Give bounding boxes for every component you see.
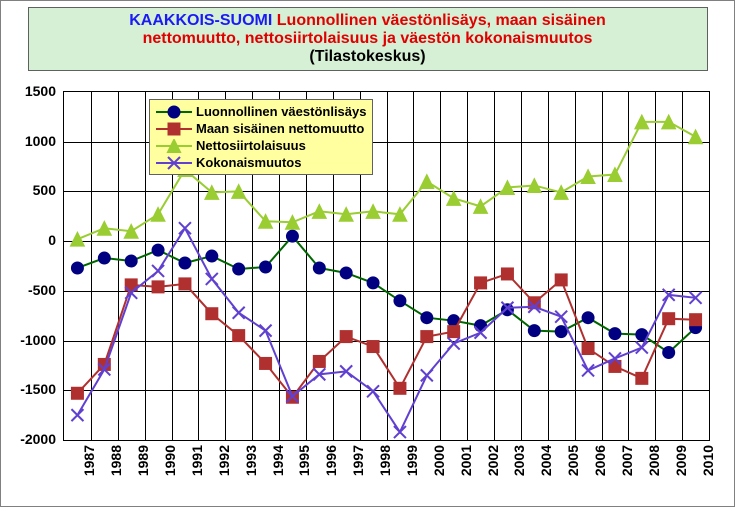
x-tick-label: 1997 (350, 445, 366, 505)
legend-label: Kokonaismuutos (196, 155, 301, 170)
legend-label: Luonnollinen väestönlisäys (196, 104, 366, 119)
x-tick-label: 2004 (538, 445, 554, 505)
legend-swatch (156, 156, 192, 170)
x-tick-label: 2008 (646, 445, 662, 505)
y-tick-label: 1000 (1, 133, 56, 149)
x-tick-label: 1989 (135, 445, 151, 505)
x-tick-label: 2000 (431, 445, 447, 505)
x-tick-label: 1994 (270, 445, 286, 505)
title-line-2: nettomuutto, nettosiirtolaisuus ja väest… (35, 30, 701, 48)
title-line-3: (Tilastokeskus) (35, 48, 701, 66)
legend-item: Luonnollinen väestönlisäys (156, 103, 366, 120)
x-tick-label: 1992 (216, 445, 232, 505)
x-tick-label: 2010 (700, 445, 716, 505)
x-tick-label: 2003 (511, 445, 527, 505)
legend-swatch (156, 139, 192, 153)
y-tick-label: 0 (1, 232, 56, 248)
x-tick-label: 1995 (296, 445, 312, 505)
y-tick-label: -1000 (1, 332, 56, 348)
legend: Luonnollinen väestönlisäys Maan sisäinen … (149, 99, 373, 175)
title-rest-1: Luonnollinen väestönlisäys, maan sisäine… (272, 12, 605, 29)
title-region: KAAKKOIS-SUOMI (129, 12, 272, 29)
legend-item: Kokonaismuutos (156, 154, 366, 171)
x-tick-label: 1993 (243, 445, 259, 505)
x-tick-label: 2002 (485, 445, 501, 505)
x-tick-label: 2009 (673, 445, 689, 505)
x-tick-label: 1996 (323, 445, 339, 505)
legend-swatch (156, 105, 192, 119)
x-tick-label: 2006 (592, 445, 608, 505)
y-tick-label: 1500 (1, 83, 56, 99)
legend-label: Maan sisäinen nettomuutto (196, 121, 364, 136)
x-tick-label: 2005 (565, 445, 581, 505)
x-tick-label: 2001 (458, 445, 474, 505)
y-tick-label: 500 (1, 182, 56, 198)
y-tick-label: -2000 (1, 431, 56, 447)
y-tick-label: -500 (1, 282, 56, 298)
x-tick-label: 1998 (377, 445, 393, 505)
x-tick-label: 2007 (619, 445, 635, 505)
x-tick-label: 1991 (189, 445, 205, 505)
legend-item: Nettosiirtolaisuus (156, 137, 366, 154)
title-line-1: KAAKKOIS-SUOMI Luonnollinen väestönlisäy… (35, 12, 701, 30)
legend-swatch (156, 122, 192, 136)
x-tick-label: 1988 (108, 445, 124, 505)
x-tick-label: 1999 (404, 445, 420, 505)
chart-container: KAAKKOIS-SUOMI Luonnollinen väestönlisäy… (0, 0, 735, 507)
y-tick-label: -1500 (1, 381, 56, 397)
legend-label: Nettosiirtolaisuus (196, 138, 306, 153)
x-tick-label: 1987 (81, 445, 97, 505)
x-tick-label: 1990 (162, 445, 178, 505)
chart-title-box: KAAKKOIS-SUOMI Luonnollinen väestönlisäy… (28, 7, 708, 71)
legend-item: Maan sisäinen nettomuutto (156, 120, 366, 137)
